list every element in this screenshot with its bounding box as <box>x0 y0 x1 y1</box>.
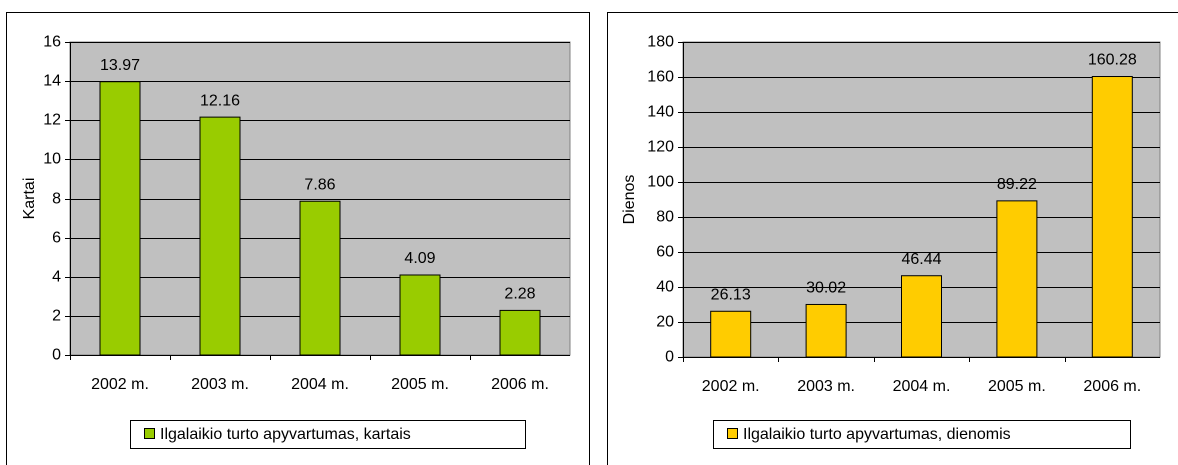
y-tick-label: 160 <box>647 69 674 86</box>
y-axis-label: Dienos <box>621 175 638 225</box>
data-label: 4.09 <box>404 250 435 267</box>
y-tick-label: 2 <box>52 308 61 325</box>
bar <box>299 200 341 356</box>
x-tick-label: 2005 m. <box>988 378 1046 395</box>
y-tick-label: 60 <box>656 244 674 261</box>
x-tick-label: 2004 m. <box>291 376 349 393</box>
x-tick-label: 2003 m. <box>191 376 249 393</box>
x-tick-label: 2005 m. <box>391 376 449 393</box>
bar <box>199 116 241 356</box>
legend-label: Ilgalaikio turto apyvartumas, dienomis <box>743 426 1011 443</box>
x-tick-label: 2004 m. <box>893 378 951 395</box>
bar <box>399 274 441 356</box>
x-tick-label: 2006 m. <box>1083 378 1141 395</box>
y-tick-label: 180 <box>647 34 674 51</box>
y-tick-label: 16 <box>43 34 61 51</box>
y-tick-label: 0 <box>52 347 61 364</box>
y-tick-label: 120 <box>647 139 674 156</box>
y-tick-label: 100 <box>647 174 674 191</box>
y-axis-label: Kartai <box>21 178 38 220</box>
data-label: 26.13 <box>711 286 751 303</box>
bar <box>996 200 1038 358</box>
data-label: 12.16 <box>200 92 240 109</box>
y-tick-label: 10 <box>43 151 61 168</box>
y-tick-label: 0 <box>665 349 674 366</box>
x-tick-label: 2003 m. <box>797 378 855 395</box>
data-label: 7.86 <box>304 176 335 193</box>
bar <box>710 310 752 358</box>
data-label: 30.02 <box>806 280 846 297</box>
y-tick-label: 14 <box>43 73 61 90</box>
x-tick-label: 2002 m. <box>91 376 149 393</box>
data-label: 13.97 <box>100 57 140 74</box>
bar <box>99 81 141 356</box>
bar <box>805 303 847 358</box>
legend-swatch <box>144 428 155 439</box>
y-tick-label: 8 <box>52 191 61 208</box>
y-tick-label: 40 <box>656 279 674 296</box>
bar <box>499 309 541 356</box>
legend-swatch <box>727 428 738 439</box>
data-label: 46.44 <box>901 251 941 268</box>
data-label: 2.28 <box>504 286 535 303</box>
y-tick-label: 80 <box>656 209 674 226</box>
y-tick-label: 4 <box>52 269 61 286</box>
bar <box>1091 76 1133 358</box>
data-label: 160.28 <box>1088 52 1137 69</box>
legend-box <box>713 420 1131 449</box>
legend-label: Ilgalaikio turto apyvartumas, kartais <box>160 426 411 443</box>
x-tick-label: 2006 m. <box>491 376 549 393</box>
y-tick-label: 6 <box>52 230 61 247</box>
data-label: 89.22 <box>997 176 1037 193</box>
y-tick-label: 12 <box>43 112 61 129</box>
legend-box <box>130 420 526 449</box>
y-tick-label: 140 <box>647 104 674 121</box>
bar <box>901 275 942 358</box>
x-tick-label: 2002 m. <box>702 378 760 395</box>
y-tick-label: 20 <box>656 314 674 331</box>
